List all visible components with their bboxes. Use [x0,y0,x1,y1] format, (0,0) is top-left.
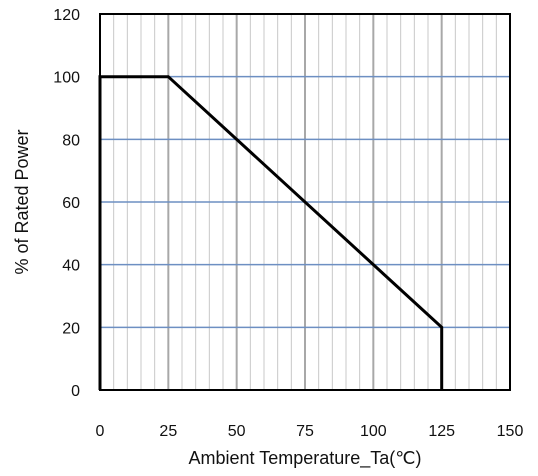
y-tick-label: 60 [62,195,80,212]
x-tick-label: 50 [228,423,246,440]
x-tick-labels: 0 25 50 75 100 125 150 [96,423,524,440]
x-tick-label: 0 [96,423,105,440]
x-tick-label: 100 [360,423,387,440]
x-tick-label: 125 [428,423,455,440]
x-tick-label: 150 [497,423,524,440]
x-axis-title: Ambient Temperature_Ta(℃) [189,448,422,469]
y-tick-label: 100 [53,70,80,87]
y-tick-label: 120 [53,7,80,24]
y-tick-label: 80 [62,132,80,149]
y-tick-label: 40 [62,258,80,275]
series-layer [98,75,444,390]
plot-frame [99,13,511,391]
derating-curve [98,75,444,390]
x-tick-label: 75 [296,423,314,440]
y-tick-label: 0 [71,383,80,400]
y-tick-labels: 0 20 40 60 80 100 120 [53,7,80,400]
x-tick-label: 25 [159,423,177,440]
y-tick-label: 20 [62,320,80,337]
y-axis-title: % of Rated Power [12,129,32,274]
